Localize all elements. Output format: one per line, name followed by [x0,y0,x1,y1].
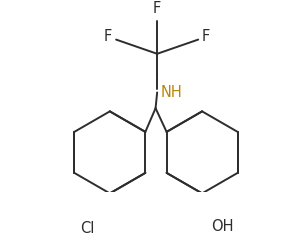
Text: NH: NH [160,85,182,100]
Text: Cl: Cl [80,221,94,236]
Text: F: F [202,29,210,44]
Text: F: F [104,29,112,44]
Text: OH: OH [212,219,234,234]
Text: F: F [153,1,161,16]
